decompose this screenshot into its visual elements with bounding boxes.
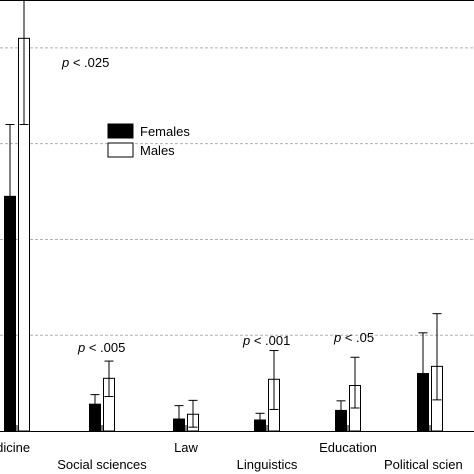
error-bars xyxy=(5,0,442,429)
category-label-5: Political scien xyxy=(384,457,463,472)
category-label-1: Social sciences xyxy=(57,457,147,472)
category-label-3: Linguistics xyxy=(237,457,298,472)
significance-annotation-0: p < .025 xyxy=(61,55,109,70)
category-labels: ledicine Social sciences Law Linguistics Edu… xyxy=(0,440,463,472)
legend-label-males: Males xyxy=(140,143,175,158)
significance-annotation-2: p < .001 xyxy=(242,333,290,348)
significance-annotations: p < .025 p < .005 p < .001 p < .05 xyxy=(61,55,374,355)
legend: Females Males xyxy=(107,123,190,158)
legend-swatch-males xyxy=(107,142,134,158)
category-label-2: Law xyxy=(174,440,198,455)
gridlines xyxy=(0,47,474,336)
significance-annotation-1: p < .005 xyxy=(77,340,125,355)
bars xyxy=(4,37,443,432)
legend-label-females: Females xyxy=(140,124,190,139)
axes xyxy=(0,0,474,432)
legend-swatch-females xyxy=(107,123,134,139)
significance-annotation-3: p < .05 xyxy=(333,330,374,345)
category-label-4: Education xyxy=(319,440,377,455)
category-label-0: ledicine xyxy=(0,440,30,455)
